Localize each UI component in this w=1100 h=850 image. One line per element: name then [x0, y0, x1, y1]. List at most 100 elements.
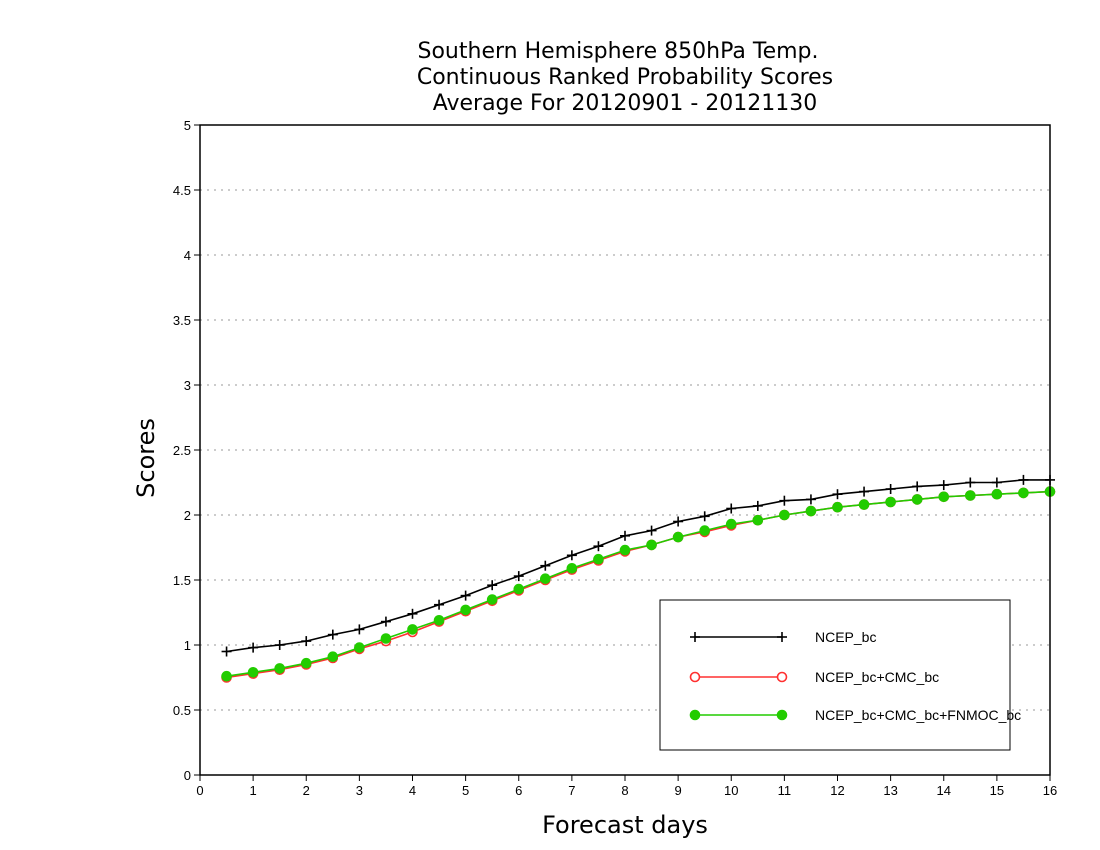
data-point [646, 525, 657, 536]
x-tick-label: 4 [409, 783, 416, 798]
data-point [354, 624, 365, 635]
data-point [380, 633, 392, 644]
x-axis-ticks: 0 1 2 3 4 5 6 7 8 9 10 11 12 13 14 15 16 [196, 775, 1057, 798]
x-tick-label: 14 [937, 783, 951, 798]
title-line-2: Continuous Ranked Probability Scores [417, 65, 833, 90]
y-tick-label: 4 [184, 248, 191, 263]
plot-frame [199, 124, 1051, 776]
legend-box [659, 599, 1011, 751]
y-tick-label: 4.5 [173, 183, 191, 198]
data-point [832, 489, 843, 500]
data-point [433, 615, 445, 626]
x-tick-label: 5 [462, 783, 469, 798]
plot-series [221, 474, 1056, 683]
data-point [646, 539, 657, 551]
y-tick-label: 0 [184, 768, 191, 783]
x-tick-label: 8 [621, 783, 628, 798]
data-point [858, 499, 870, 510]
data-point [885, 484, 896, 494]
legend-label: NCEP_bc+CMC_bc [815, 669, 939, 685]
data-point [354, 642, 365, 653]
data-point [938, 480, 949, 491]
data-point [300, 657, 312, 669]
data-point [248, 642, 259, 653]
y-tick-label: 2 [184, 508, 191, 523]
data-point [991, 477, 1002, 488]
data-point [301, 636, 312, 647]
data-point [593, 553, 604, 565]
data-point [513, 571, 524, 582]
x-tick-label: 13 [883, 783, 897, 798]
legend-entry: NCEP_bc [690, 629, 876, 645]
data-point [327, 629, 338, 640]
data-point [540, 573, 551, 585]
legend-marker [776, 709, 788, 721]
data-point [540, 560, 551, 571]
data-point [726, 503, 737, 514]
data-point [805, 505, 817, 517]
legend-entry: NCEP_bc+CMC_bc+FNMOC_bc [689, 707, 1021, 723]
data-point [460, 604, 471, 616]
data-point [805, 494, 816, 505]
data-point [566, 563, 578, 574]
x-axis-label: Forecast days [542, 811, 708, 839]
data-point [593, 541, 604, 552]
data-point [752, 514, 764, 526]
x-tick-label: 0 [196, 783, 203, 798]
data-point [620, 530, 630, 541]
x-tick-label: 11 [778, 783, 792, 798]
x-tick-label: 2 [303, 783, 310, 798]
data-point [487, 580, 498, 591]
data-point [672, 531, 684, 543]
y-tick-label: 3.5 [173, 313, 191, 328]
data-point [619, 544, 631, 556]
y-tick-label: 2.5 [173, 443, 191, 458]
data-point [965, 490, 976, 501]
legend-marker [689, 671, 701, 683]
x-tick-label: 1 [250, 783, 257, 798]
data-point [566, 550, 577, 561]
data-point [965, 477, 976, 488]
data-point [221, 646, 232, 657]
legend-entries: NCEP_bc NCEP_bc+CMC_bc NCEP_bc+CMC_bc+FNMO… [689, 629, 1021, 723]
y-tick-label: 5 [184, 118, 191, 133]
y-tick-label: 0.5 [173, 703, 191, 718]
data-point [779, 509, 790, 521]
data-point [380, 616, 391, 627]
legend-marker [689, 709, 701, 721]
legend-label: NCEP_bc [815, 629, 876, 645]
x-tick-label: 12 [830, 783, 844, 798]
x-tick-label: 10 [724, 783, 738, 798]
legend-marker [690, 632, 700, 642]
data-point [1018, 487, 1029, 499]
legend-marker [776, 671, 788, 683]
data-point [274, 663, 285, 674]
y-axis-ticks: 0 0.5 1 1.5 2 2.5 3 3.5 4 4.5 5 [173, 118, 200, 783]
legend-label: NCEP_bc+CMC_bc+FNMOC_bc [815, 707, 1021, 723]
data-point [725, 518, 737, 530]
data-point [938, 491, 950, 503]
series-2 [221, 486, 1056, 682]
x-tick-label: 3 [356, 783, 363, 798]
data-point [752, 500, 763, 511]
data-point [1018, 474, 1029, 485]
x-tick-label: 15 [990, 783, 1004, 798]
title-line-1: Southern Hemisphere 850hPa Temp. [418, 39, 819, 64]
data-point [779, 495, 790, 506]
data-point [912, 481, 923, 492]
data-point [673, 516, 684, 527]
data-point [434, 599, 445, 610]
data-point [699, 511, 710, 522]
data-point [274, 640, 285, 650]
data-point [327, 651, 339, 663]
y-axis-label: Scores [132, 418, 160, 498]
legend-entry: NCEP_bc+CMC_bc [689, 669, 939, 685]
y-tick-label: 1 [184, 638, 191, 653]
data-point [885, 496, 896, 508]
data-point [486, 594, 498, 605]
x-tick-label: 6 [515, 783, 522, 798]
y-tick-label: 3 [184, 378, 191, 393]
data-point [407, 608, 418, 619]
data-point [699, 525, 710, 536]
